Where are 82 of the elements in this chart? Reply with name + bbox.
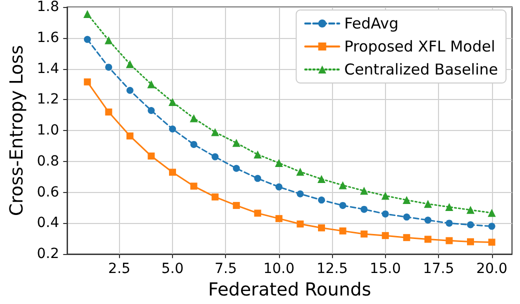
point <box>169 126 176 133</box>
point <box>466 238 474 246</box>
point <box>381 192 390 200</box>
point <box>360 206 368 213</box>
x-axis-title: Federated Rounds <box>208 280 372 300</box>
point <box>446 220 453 227</box>
point <box>403 234 410 242</box>
point <box>254 210 262 217</box>
point <box>254 150 262 158</box>
point <box>466 206 474 214</box>
point <box>212 153 219 160</box>
point <box>84 36 91 43</box>
point <box>318 175 326 184</box>
point <box>360 186 368 195</box>
point <box>104 36 113 44</box>
x-tick-label: 2.5 <box>108 261 130 278</box>
point <box>275 183 282 190</box>
point <box>488 222 496 230</box>
point <box>339 202 346 209</box>
point <box>382 210 389 218</box>
y-tick-label: 1.2 <box>36 92 60 108</box>
point <box>445 202 454 211</box>
point <box>446 237 453 244</box>
point <box>212 193 219 200</box>
x-tick-label: 12.5 <box>316 261 348 278</box>
x-tick-label: 17.5 <box>422 261 454 278</box>
point <box>190 140 198 148</box>
point <box>148 106 155 114</box>
y-tick-label: 1.0 <box>36 122 60 139</box>
x-tick-label: 7.5 <box>214 261 237 278</box>
legend-label: Proposed XFL Model <box>344 38 496 56</box>
point <box>402 196 411 204</box>
point <box>232 138 240 147</box>
point <box>126 132 134 140</box>
point <box>488 208 496 217</box>
point <box>424 236 432 243</box>
y-tick-label: 0.8 <box>36 153 60 170</box>
y-tick-label: 1.8 <box>36 0 60 15</box>
y-tick-label: 0.2 <box>36 246 60 262</box>
point <box>338 181 347 190</box>
x-tick-label: 15.0 <box>370 261 401 278</box>
point <box>424 216 432 224</box>
point <box>296 168 304 176</box>
point <box>318 196 326 204</box>
point <box>232 202 240 209</box>
point <box>296 220 304 228</box>
point <box>105 108 112 116</box>
point <box>84 78 91 86</box>
y-tick-label: 1.6 <box>36 30 60 46</box>
point <box>339 227 346 234</box>
point <box>254 174 262 182</box>
y-tick-label: 0.6 <box>36 184 60 200</box>
point <box>274 158 283 167</box>
point <box>126 86 134 94</box>
y-tick-label: 1.4 <box>36 60 60 77</box>
point <box>169 168 176 176</box>
point <box>147 80 156 88</box>
point <box>211 128 220 136</box>
y-axis-title: Cross-Entropy Loss <box>6 45 28 216</box>
point <box>83 10 92 18</box>
point <box>168 98 177 106</box>
legend-label: FedAvg <box>344 14 399 32</box>
point <box>360 230 368 238</box>
point <box>382 232 389 240</box>
point <box>424 200 432 208</box>
point <box>126 60 134 68</box>
point <box>105 64 112 71</box>
x-tick-label: 10.0 <box>263 261 295 278</box>
point <box>232 164 240 172</box>
point <box>190 114 198 122</box>
point <box>148 152 155 160</box>
x-tick-label: 20.0 <box>476 261 508 278</box>
y-tick-label: 0.4 <box>36 215 60 232</box>
point <box>488 238 496 246</box>
point <box>190 182 198 190</box>
x-tick-label: 5.0 <box>161 261 184 278</box>
point <box>275 215 282 222</box>
point <box>403 214 410 221</box>
point <box>318 224 326 232</box>
point <box>296 190 304 198</box>
point <box>467 221 474 228</box>
legend-label: Centralized Baseline <box>344 60 498 78</box>
